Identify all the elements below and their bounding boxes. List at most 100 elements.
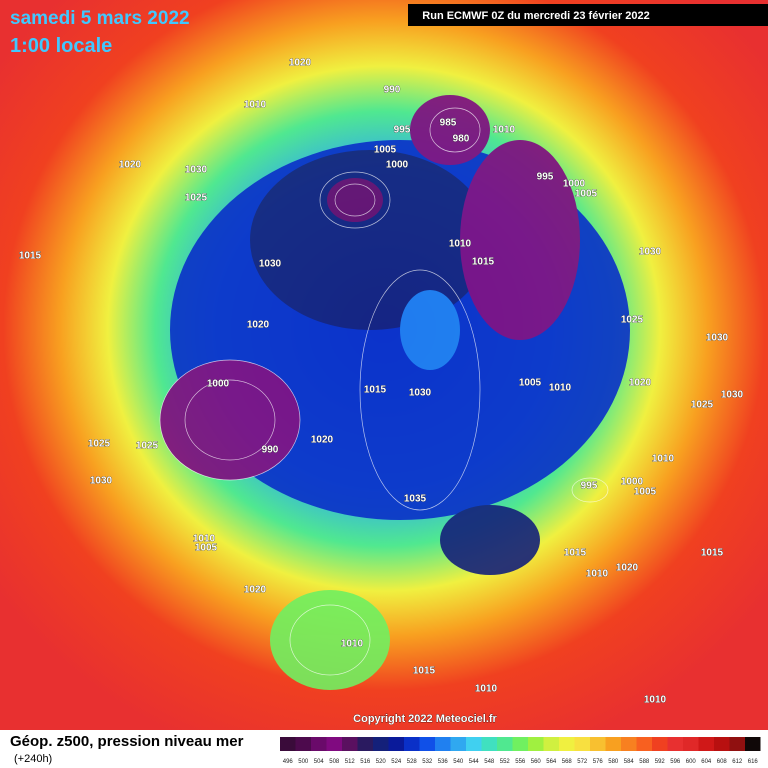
isobar-label: 1000 [563,179,586,190]
isobar-label: 990 [262,445,279,456]
isobar-label: 1020 [616,563,639,574]
scale-swatch [667,737,683,751]
isobar-label: 1020 [311,435,334,446]
isobar-label: 1010 [341,639,364,650]
isobar-label: 1030 [639,247,662,258]
scale-label: 596 [670,759,681,765]
scale-swatch [574,737,590,751]
isobar-label: 1030 [409,388,432,399]
isobar-label: 1020 [119,160,142,171]
scale-swatch [342,737,358,751]
scale-label: 540 [453,759,464,765]
scale-swatch [729,737,745,751]
scale-swatch [590,737,606,751]
isobar-label: 1025 [88,439,111,450]
isobar-label: 1020 [247,320,270,331]
isobar-label: 1020 [629,378,652,389]
isobar-label: 1005 [519,378,542,389]
isobar-label: 1000 [207,379,230,390]
scale-swatch [373,737,389,751]
scale-label: 500 [298,759,309,765]
isobar-label: 980 [453,134,470,145]
scale-label: 572 [577,759,588,765]
scale-label: 496 [283,759,294,765]
scale-label: 580 [608,759,619,765]
isobar-label: 1020 [244,585,267,596]
scale-label: 612 [732,759,743,765]
legend-title: Géop. z500, pression niveau mer [10,733,244,750]
isobar-label: 1025 [691,400,714,411]
scale-swatch [621,737,637,751]
isobar-label: 1005 [634,487,657,498]
isobar-label: 1025 [136,441,159,452]
time-label: 1:00 locale [10,35,112,57]
isobar-label: 1010 [193,534,216,545]
scale-label: 588 [639,759,650,765]
scale-swatch [419,737,435,751]
scale-label: 576 [593,759,604,765]
isobar-label: 1030 [90,476,113,487]
scale-swatch [559,737,575,751]
scale-label: 600 [686,759,697,765]
isobar-label: 1010 [244,100,267,111]
scale-label: 556 [515,759,526,765]
isobar-label: 1015 [564,548,587,559]
isobar-label: 1030 [185,165,208,176]
isobar-label: 1020 [289,58,312,69]
scale-label: 548 [484,759,495,765]
scale-label: 544 [469,759,480,765]
scale-swatch [466,737,482,751]
isobar-label: 1025 [621,315,644,326]
legend-subtitle: (+240h) [14,753,52,765]
scale-swatch [326,737,342,751]
scale-label: 536 [438,759,449,765]
scale-label: 532 [422,759,433,765]
scale-swatch [652,737,668,751]
scale-label: 608 [717,759,728,765]
scale-swatch [745,737,761,751]
scale-label: 584 [624,759,635,765]
scale-label: 512 [345,759,356,765]
isobar-label: 995 [394,125,411,136]
isobar-label: 1030 [706,333,729,344]
isobar-label: 1015 [413,666,436,677]
scale-swatch [512,737,528,751]
isobar-label: 1000 [621,477,644,488]
scale-swatch [481,737,497,751]
scale-swatch [450,737,466,751]
scale-swatch [683,737,699,751]
scale-label: 568 [562,759,573,765]
isobar-label: 1015 [472,257,495,268]
color-scale: 496 500 504 508 512 516 520 524 528 532 536 540 544 5… [280,737,761,765]
scale-label: 592 [655,759,666,765]
scale-label: 560 [531,759,542,765]
isobar-label: 1010 [549,383,572,394]
scale-swatch [280,737,296,751]
isobar-label: 1030 [259,259,282,270]
scale-label: 504 [314,759,325,765]
isobar-label: 995 [537,172,554,183]
scale-label: 528 [407,759,418,765]
isobar-label: 985 [440,118,457,129]
run-label: Run ECMWF 0Z du mercredi 23 février 2022 [422,10,649,22]
copyright: Copyright 2022 Meteociel.fr [353,713,497,725]
isobar-lines [159,107,609,676]
scale-label: 524 [391,759,402,765]
scale-label: 616 [748,759,759,765]
isobar-label: 1005 [374,145,397,156]
isobar-label: 1035 [404,494,427,505]
scale-label: 516 [360,759,371,765]
isobar-label: 1030 [721,390,744,401]
scale-swatch [714,737,730,751]
scale-label: 552 [500,759,511,765]
isobar-label: 1025 [185,193,208,204]
isobar-label: 1015 [19,251,42,262]
isobar-label: 1010 [652,454,675,465]
height-field [160,95,630,690]
isobar-label: 1010 [493,125,516,136]
isobar-label: 1010 [449,239,472,250]
scale-swatch [388,737,404,751]
scale-label: 604 [701,759,712,765]
